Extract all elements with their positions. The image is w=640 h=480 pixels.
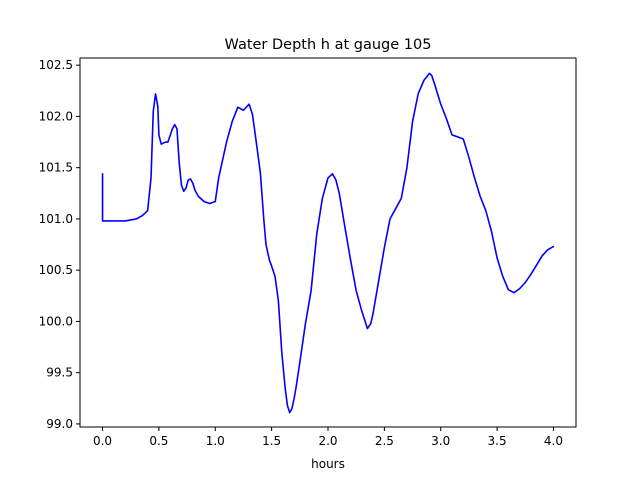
y-axis: 99.0 99.5 100.0 100.5 101.0 101.5 102.0 102.5 [39, 58, 80, 431]
y-tick-label: 99.5 [46, 366, 73, 380]
y-tick-label: 102.5 [39, 58, 73, 72]
y-tick-label: 102.0 [39, 109, 73, 123]
y-tick-label: 101.0 [39, 212, 73, 226]
y-tick-label: 101.5 [39, 161, 73, 175]
x-tick-label: 3.0 [431, 434, 450, 448]
x-axis: 0.0 0.5 1.0 1.5 2.0 2.5 3.0 3.5 4.0 [93, 427, 563, 448]
y-tick-label: 99.0 [46, 417, 73, 431]
chart-title: Water Depth h at gauge 105 [225, 37, 432, 53]
x-tick-label: 1.0 [206, 434, 225, 448]
x-axis-label: hours [311, 457, 345, 471]
x-tick-label: 2.5 [375, 434, 394, 448]
x-tick-label: 2.0 [318, 434, 337, 448]
x-tick-label: 0.5 [149, 434, 168, 448]
x-tick-label: 3.5 [488, 434, 507, 448]
series-line-1 [101, 72, 555, 414]
y-tick-label: 100.5 [39, 263, 73, 277]
x-tick-label: 1.5 [262, 434, 281, 448]
x-tick-label: 0.0 [93, 434, 112, 448]
x-tick-label: 4.0 [544, 434, 563, 448]
plot-area [101, 72, 555, 414]
y-tick-label: 100.0 [39, 314, 73, 328]
